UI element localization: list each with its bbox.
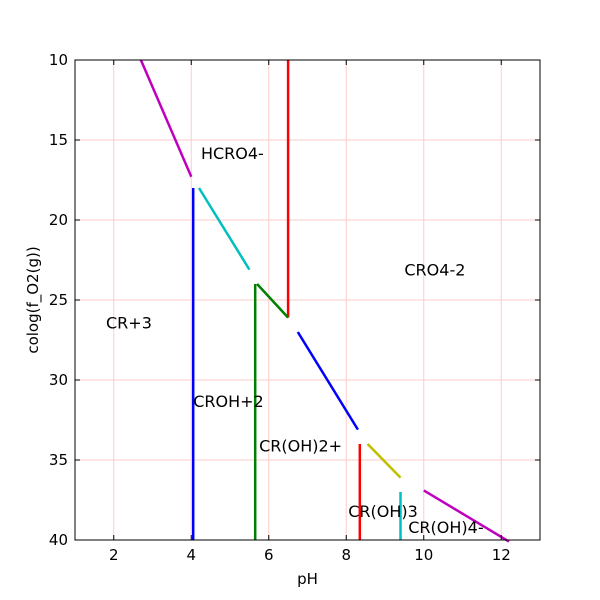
- region-labels: HCRO4- CRO4-2 CR+3 CROH+2 CR(OH)2+ CR(OH)3CR(…: [106, 144, 484, 537]
- y-tick-label: 30: [49, 371, 68, 389]
- x-tick-label: 2: [109, 546, 119, 564]
- boundary-line-0: [139, 59, 193, 178]
- region-label: HCRO4-: [201, 144, 264, 163]
- x-tick-label: 4: [186, 546, 196, 564]
- x-tick-label: 6: [264, 546, 274, 564]
- y-tick-label: 25: [49, 291, 68, 309]
- region-label: CRO4-2: [404, 261, 465, 280]
- boundary-line-1: [197, 187, 251, 271]
- boundary-line-8: [366, 443, 402, 479]
- y-tick-label: 35: [49, 451, 68, 469]
- region-label: CR(OH)2+: [259, 437, 342, 456]
- region-label: CROH+2: [193, 392, 264, 411]
- y-tick-label: 40: [49, 531, 68, 549]
- region-label: CR(OH)4-: [408, 518, 483, 537]
- x-tick-label: 10: [414, 546, 433, 564]
- region-label: CR(OH)3: [348, 502, 418, 521]
- boundary-line-10: [423, 489, 510, 543]
- y-axis-title: colog(f_O2(g)): [24, 246, 43, 353]
- series-lines: [139, 59, 510, 543]
- grid: [75, 59, 540, 541]
- x-tick-label: 8: [341, 546, 351, 564]
- axis-ticks: 2 4 6 8 10 12 10 15 20 25 30 35 40: [49, 51, 540, 564]
- y-tick-label: 20: [49, 211, 68, 229]
- y-tick-label: 10: [49, 51, 68, 69]
- x-tick-label: 12: [492, 546, 511, 564]
- region-label: CR+3: [106, 313, 152, 332]
- y-tick-label: 15: [49, 131, 68, 149]
- x-axis-title: pH: [297, 570, 318, 588]
- boundary-line-4: [256, 283, 290, 319]
- boundary-line-6: [296, 331, 359, 431]
